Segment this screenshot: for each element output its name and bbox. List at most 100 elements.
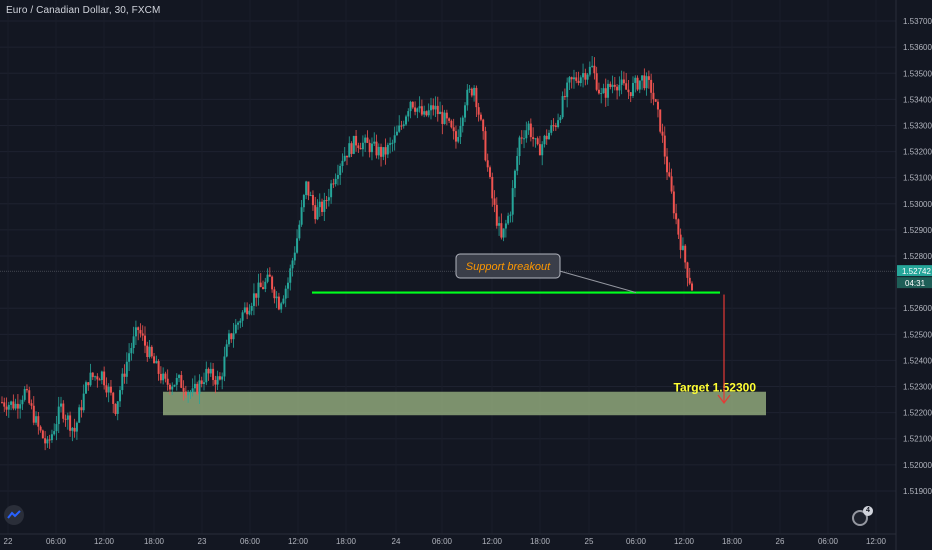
candle-body [334,178,337,185]
candle-body [622,79,625,84]
price-tick-label: 1.52100 [903,435,932,444]
candle-body [230,333,233,340]
notification-icon[interactable]: 4 [852,506,873,526]
candle-body [675,213,678,220]
price-tick-label: 1.53300 [903,121,932,130]
candle-body [259,282,262,288]
candle-body [71,427,74,431]
candle-body [96,376,99,380]
time-tick-label: 18:00 [530,537,551,546]
tradingview-logo-icon[interactable] [4,505,24,525]
candle-body [166,378,169,385]
candle-body [500,223,503,238]
candle-body [661,131,664,136]
candle-body [7,404,10,410]
candle-body [443,112,446,124]
target-zone [163,391,766,416]
candle-body [498,223,501,226]
candle-body [252,293,255,306]
candle-body [50,434,53,441]
candle-body [461,117,464,126]
candle-body [137,327,140,331]
time-axis[interactable]: 22 06:00 12:00 18:00 23 06:00 12:00 18:00 24 06:0… [0,533,896,546]
time-tick-label: 18:00 [336,537,357,546]
candle-body [691,283,693,291]
candle-body [368,142,371,153]
candle-body [25,389,28,391]
candle-body [175,377,178,385]
candle-body [75,422,78,432]
candle-body [255,293,258,298]
time-tick-label: 24 [392,537,401,546]
candle-body [280,303,283,310]
candle-body [491,176,494,199]
candle-body [28,390,31,404]
candle-body [568,77,571,83]
candle-body [475,87,478,108]
candle-body [250,305,253,311]
candle-body [679,234,682,250]
candle-body [425,111,428,116]
candle-body [48,439,51,441]
price-tick-label: 1.53600 [903,43,932,52]
candle-body [384,147,387,155]
candle-body [100,371,103,381]
candle-body [123,373,126,377]
candle-body [548,132,551,140]
candle-body [57,406,60,425]
time-tick-label: 06:00 [240,537,261,546]
candle-body [41,430,44,439]
candle-body [153,356,156,364]
price-tick-label: 1.53200 [903,148,932,157]
notification-count: 4 [863,506,873,516]
candle-body [216,376,219,385]
candle-body [570,77,573,80]
candle-body [114,403,117,414]
time-tick-label: 18:00 [722,537,743,546]
candle-body [16,403,19,409]
price-tick-label: 1.52500 [903,330,932,339]
target-label: Target 1.52300 [674,381,757,395]
candle-body [112,392,115,404]
candle-body [357,145,360,148]
candle-body [398,125,401,132]
callout-box[interactable] [455,253,561,279]
candle-body [198,380,201,394]
candle-body [566,82,569,98]
candle-body [454,131,457,142]
candle-body [418,106,421,109]
candle-body [607,83,610,98]
candle-body [439,111,442,115]
candle-body [611,84,614,87]
candle-body [5,406,8,410]
candle-body [130,348,133,354]
candle-body [286,282,289,289]
candle-body [534,138,537,140]
candle-body [277,296,280,310]
candle-body [141,333,144,336]
candle-body [298,224,301,239]
time-tick-label: 06:00 [626,537,647,546]
candle-body [162,373,165,381]
candle-body [616,86,619,91]
last-price-tag [897,265,932,277]
candle-body [91,372,94,378]
candle-body [602,88,605,94]
candle-body [516,156,519,171]
candle-body [604,88,607,98]
candle-body [10,401,13,405]
candle-body [457,137,460,142]
candle-body [94,376,97,378]
price-tick-label: 1.52900 [903,226,932,235]
price-tick-label: 1.52600 [903,304,932,313]
candle-body [80,407,83,411]
candle-body [207,368,210,374]
candle-body [557,120,560,128]
candle-body [327,197,330,201]
candle-body [373,141,376,144]
candle-body [339,165,342,176]
price-axis[interactable]: 1.53700 1.53600 1.53500 1.53400 1.53300 1.532… [895,0,932,550]
candle-body [157,361,160,374]
candle-body [436,105,439,115]
